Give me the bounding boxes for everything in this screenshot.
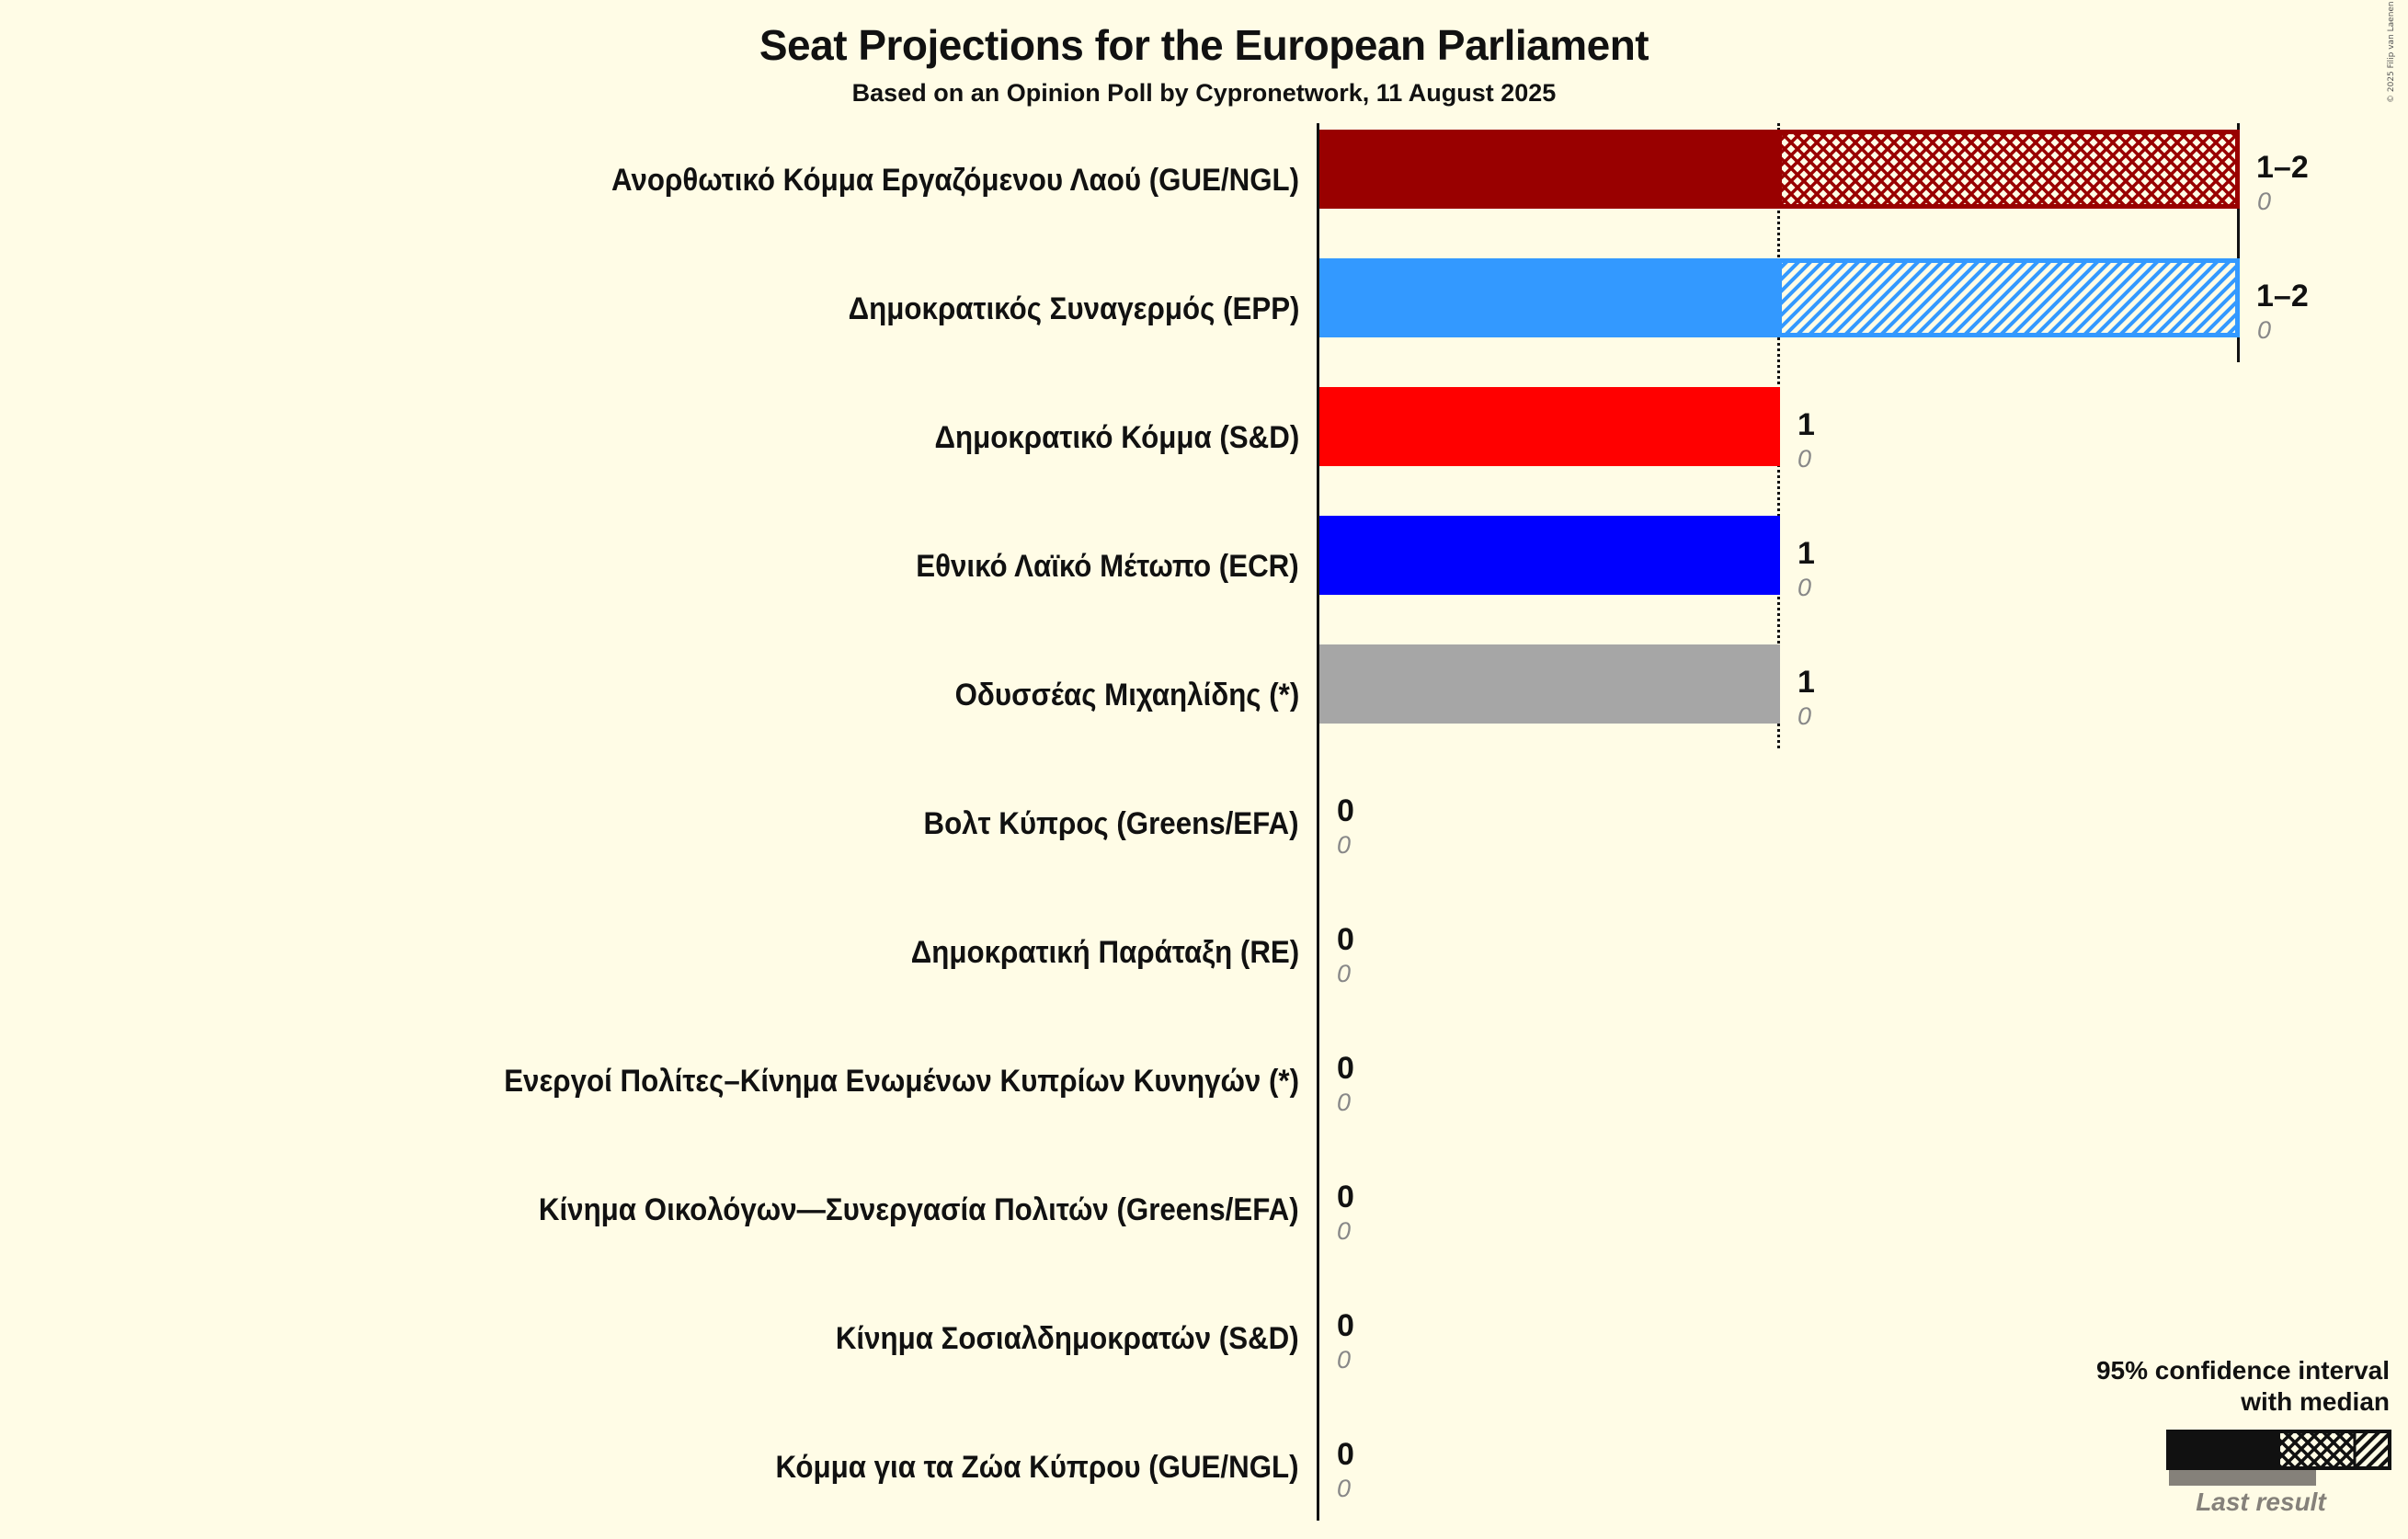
seat-range-label: 1–2 bbox=[2256, 150, 2309, 185]
chart-subtitle: Based on an Opinion Poll by Cypronetwork… bbox=[851, 79, 1557, 107]
last-result-label: 0 bbox=[2257, 188, 2272, 215]
seat-range-label: 0 bbox=[1337, 793, 1354, 828]
last-result-label: 0 bbox=[1337, 1346, 1352, 1374]
last-result-label: 0 bbox=[1337, 1475, 1352, 1502]
bar-independent-michailidis bbox=[1317, 644, 1780, 724]
party-label: Δημοκρατικό Κόμμα (S&D) bbox=[934, 420, 1299, 455]
party-label: Βολτ Κύπρος (Greens/EFA) bbox=[923, 806, 1299, 841]
seat-2-gridline bbox=[2237, 123, 2240, 362]
legend-title-line2: with median bbox=[2241, 1387, 2390, 1416]
chart-title: Seat Projections for the European Parlia… bbox=[759, 21, 1649, 69]
party-label: Δημοκρατικός Συναγερμός (EPP) bbox=[848, 291, 1299, 326]
party-label: Δημοκρατική Παράταξη (RE) bbox=[910, 935, 1299, 970]
bar-ecr-elam bbox=[1317, 516, 1780, 595]
bar-median-segment bbox=[1317, 130, 1778, 209]
last-result-label: 0 bbox=[1337, 1217, 1352, 1245]
seat-range-label: 1 bbox=[1797, 536, 1815, 571]
party-label: Κίνημα Οικολόγων—Συνεργασία Πολιτών (Gre… bbox=[539, 1192, 1299, 1227]
seat-range-label: 1–2 bbox=[2256, 279, 2309, 314]
last-result-label: 0 bbox=[1337, 960, 1352, 987]
bar-sd-diko bbox=[1317, 387, 1780, 466]
party-label: Εθνικό Λαϊκό Μέτωπο (ECR) bbox=[916, 549, 1299, 584]
last-result-label: 0 bbox=[2257, 316, 2272, 344]
y-axis-line bbox=[1317, 123, 1319, 1521]
last-result-label: 0 bbox=[1337, 1089, 1352, 1116]
copyright-credit: © 2025 Filip van Laenen bbox=[2387, 1, 2396, 103]
legend-last-result-swatch bbox=[2169, 1470, 2316, 1486]
party-label: Κόμμα για τα Ζώα Κύπρου (GUE/NGL) bbox=[775, 1450, 1299, 1485]
legend-title: 95% confidence interval with median bbox=[2096, 1355, 2390, 1418]
party-label: Κίνημα Σοσιαλδημοκρατών (S&D) bbox=[836, 1321, 1299, 1356]
bar-epp-disy bbox=[1317, 258, 2240, 337]
seat-range-label: 0 bbox=[1337, 1437, 1354, 1472]
legend-last-result-label: Last result bbox=[2196, 1488, 2326, 1516]
last-result-label: 0 bbox=[1797, 702, 1812, 730]
seat-range-label: 1 bbox=[1797, 407, 1815, 442]
bar-ci-diagonal bbox=[1778, 258, 2240, 337]
party-label: Οδυσσέας Μιχαηλίδης (*) bbox=[954, 678, 1299, 712]
party-label: Ενεργοί Πολίτες–Κίνημα Ενωμένων Κυπρίων … bbox=[504, 1064, 1299, 1099]
seat-range-label: 0 bbox=[1337, 1308, 1354, 1343]
bar-gue-ngl-akel bbox=[1317, 130, 2240, 209]
legend-title-line1: 95% confidence interval bbox=[2095, 1356, 2390, 1385]
last-result-label: 0 bbox=[1797, 574, 1812, 601]
last-result-label: 0 bbox=[1797, 445, 1812, 473]
seat-range-label: 0 bbox=[1337, 1051, 1354, 1086]
bar-median-segment bbox=[1317, 258, 1778, 337]
legend-ci-swatch bbox=[2166, 1430, 2391, 1470]
seat-range-label: 1 bbox=[1797, 665, 1815, 700]
seat-range-label: 0 bbox=[1337, 1180, 1354, 1214]
party-label: Ανορθωτικό Κόμμα Εργαζόμενου Λαού (GUE/N… bbox=[611, 163, 1299, 198]
bar-ci-crosshatch bbox=[1778, 130, 2240, 209]
seat-range-label: 0 bbox=[1337, 922, 1354, 957]
last-result-label: 0 bbox=[1337, 831, 1352, 859]
